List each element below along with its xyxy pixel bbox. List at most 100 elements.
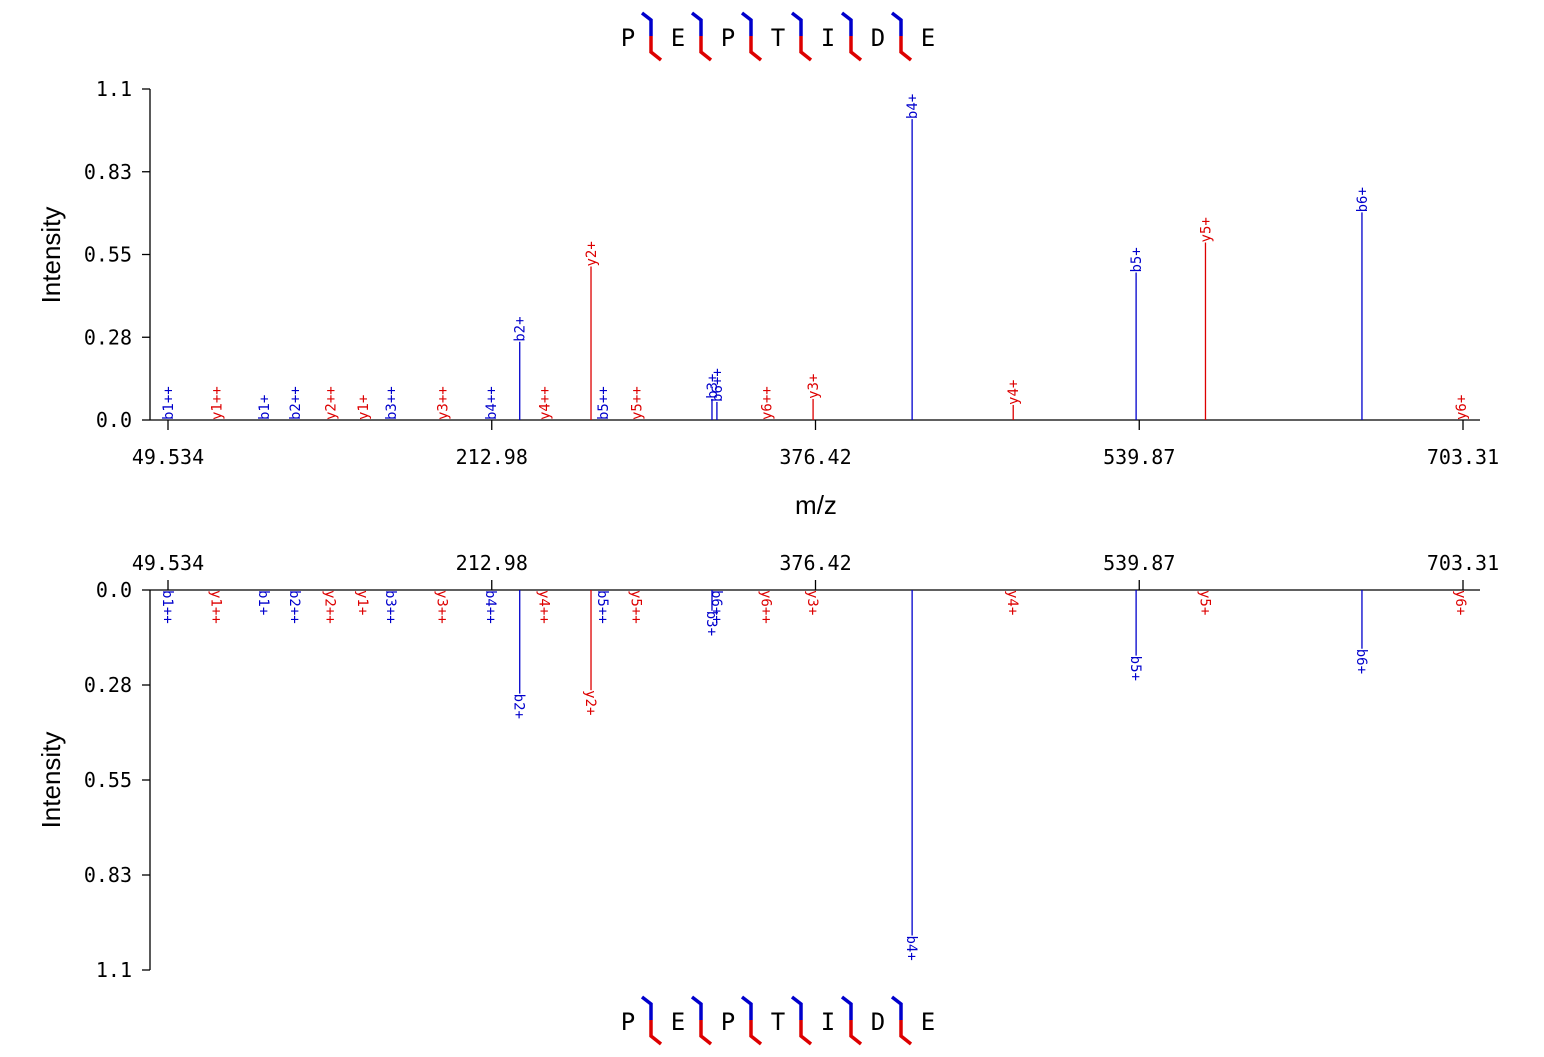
peak-label-b6++: b6++ <box>708 590 724 624</box>
peak-label-y1+: y1+ <box>356 395 372 420</box>
top-y-axis-title: Intensity <box>36 207 66 304</box>
bottom-peaks: b1++ y1++ b1+ b2++ y2++ y1+ b3++ y3++ b4++ b2+ y4+… <box>159 590 1468 961</box>
peak-label-b5++: b5++ <box>594 590 610 624</box>
peak-label-b4++: b4++ <box>484 386 500 420</box>
b-fragment-marker <box>840 11 853 36</box>
peak-label-b2+: b2+ <box>511 694 527 719</box>
b-fragment-marker <box>640 11 653 36</box>
y-fragment-marker <box>899 1020 913 1046</box>
x-tick-label: 539.87 <box>1103 551 1175 575</box>
peak-label-y6++: y6++ <box>757 590 773 624</box>
peptide-residue: D <box>871 24 885 52</box>
y-fragment-marker <box>849 36 863 62</box>
peak-label-y1++: y1++ <box>207 590 223 624</box>
y-fragment-marker <box>799 36 813 62</box>
y-tick-label: 0.0 <box>96 578 132 602</box>
peak-label-b3+: b3+ <box>705 374 721 399</box>
peak-label-b2+: b2+ <box>513 316 529 341</box>
y-fragment-marker <box>649 36 663 62</box>
peak-label-y3+: y3+ <box>806 374 822 399</box>
y-fragment-marker <box>699 1020 713 1046</box>
peptide-residue: I <box>821 24 835 52</box>
y-tick-label: 1.1 <box>96 958 132 982</box>
y-fragment-marker <box>799 1020 813 1046</box>
peak-label-y1+: y1+ <box>354 590 370 615</box>
x-tick-label: 49.534 <box>132 551 204 575</box>
peptide-residue: P <box>721 1008 735 1036</box>
peak-label-b3+: b3+ <box>703 611 719 636</box>
y-tick-label: 0.55 <box>84 243 132 267</box>
peak-label-y2++: y2++ <box>321 590 337 624</box>
b-fragment-marker <box>890 11 903 36</box>
peak-label-y5+: y5+ <box>1198 217 1214 242</box>
peak-label-y4+: y4+ <box>1004 590 1020 615</box>
y-tick-label: 0.55 <box>84 768 132 792</box>
y-tick-label: 0.0 <box>96 408 132 432</box>
x-tick-label: 376.42 <box>779 445 851 469</box>
peptide-residue: E <box>921 1008 935 1036</box>
y-tick-label: 0.83 <box>84 160 132 184</box>
peak-label-b1++: b1++ <box>161 386 177 420</box>
peak-label-y2++: y2++ <box>323 386 339 420</box>
peptide-residue: P <box>621 1008 635 1036</box>
peak-label-y1++: y1++ <box>209 386 225 420</box>
peak-label-y2+: y2+ <box>582 690 598 715</box>
x-tick-label: 212.98 <box>456 445 528 469</box>
peak-label-y3++: y3++ <box>433 590 449 624</box>
peptide-residue: D <box>871 1008 885 1036</box>
peptide-residue: E <box>671 1008 685 1036</box>
peak-label-b2++: b2++ <box>286 590 302 624</box>
peak-label-y4+: y4+ <box>1006 380 1022 405</box>
y-fragment-marker <box>749 1020 763 1046</box>
peak-label-b5++: b5++ <box>596 386 612 420</box>
top-peaks: b1++ y1++ b1+ b2++ y2++ y1+ b3++ y3++ b4++ b2+ y4+… <box>161 94 1470 420</box>
peak-label-y4++: y4++ <box>537 386 553 420</box>
peak-label-b5+: b5+ <box>1127 656 1143 681</box>
top-x-axis-title: m/z <box>795 490 837 520</box>
peak-label-b1++: b1++ <box>159 590 175 624</box>
peak-label-b4++: b4++ <box>482 590 498 624</box>
peak-label-b4+: b4+ <box>905 94 921 119</box>
y-fragment-marker <box>899 36 913 62</box>
y-fragment-marker <box>849 1020 863 1046</box>
peak-label-b3++: b3++ <box>384 386 400 420</box>
y-fragment-marker <box>749 36 763 62</box>
bottom-axes: 0.0 0.28 0.55 0.83 1.1 49.534 212.98 376.42 539.… <box>84 551 1499 982</box>
peptide-residue: T <box>771 24 785 52</box>
b-fragment-marker <box>640 995 653 1020</box>
peptide-residue: P <box>721 24 735 52</box>
peptide-residue: E <box>671 24 685 52</box>
peak-label-y6++: y6++ <box>759 386 775 420</box>
x-tick-label: 376.42 <box>779 551 851 575</box>
peak-label-b6+: b6+ <box>1353 649 1369 674</box>
peak-label-y5++: y5++ <box>630 386 646 420</box>
peak-label-b1+: b1+ <box>255 590 271 615</box>
y-tick-label: 0.28 <box>84 325 132 349</box>
peak-label-b3++: b3++ <box>382 590 398 624</box>
x-tick-label: 49.534 <box>132 445 204 469</box>
b-fragment-marker <box>690 995 703 1020</box>
b-fragment-marker <box>790 995 803 1020</box>
x-tick-label: 539.87 <box>1103 445 1175 469</box>
b-fragment-marker <box>740 11 753 36</box>
peptide-residue: P <box>621 24 635 52</box>
peak-label-b5+: b5+ <box>1129 247 1145 272</box>
top-axes: 0.0 0.28 0.55 0.83 1.1 49.534 212.98 376.42 539.… <box>84 77 1499 469</box>
peak-label-b4+: b4+ <box>903 935 919 960</box>
y-tick-label: 0.83 <box>84 863 132 887</box>
b-fragment-marker <box>890 995 903 1020</box>
b-fragment-marker <box>790 11 803 36</box>
peptide-residue: I <box>821 1008 835 1036</box>
peak-label-y6+: y6+ <box>1452 590 1468 615</box>
x-tick-label: 703.31 <box>1427 445 1499 469</box>
y-tick-label: 0.28 <box>84 673 132 697</box>
y-fragment-marker <box>649 1020 663 1046</box>
b-fragment-marker <box>740 995 753 1020</box>
peak-label-y4++: y4++ <box>535 590 551 624</box>
b-fragment-marker <box>840 995 853 1020</box>
y-fragment-marker <box>699 36 713 62</box>
peak-label-y5+: y5+ <box>1196 590 1212 615</box>
peak-label-b1+: b1+ <box>257 395 273 420</box>
peak-label-b2++: b2++ <box>288 386 304 420</box>
x-tick-label: 212.98 <box>456 551 528 575</box>
